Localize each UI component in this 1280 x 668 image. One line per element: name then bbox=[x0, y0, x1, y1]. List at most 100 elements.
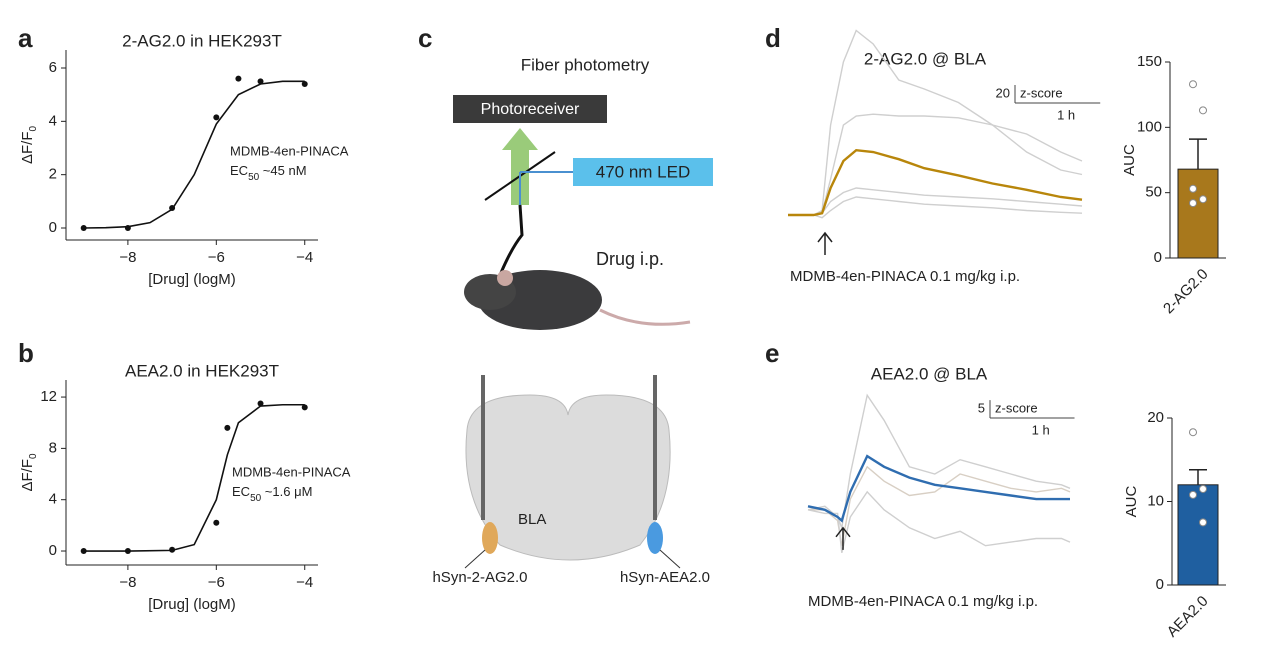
trace bbox=[788, 29, 1083, 216]
y-tick-label: 0 bbox=[49, 542, 57, 559]
y-tick-label: 2 bbox=[49, 166, 57, 183]
y-tick-label: 4 bbox=[49, 491, 57, 508]
mouse-tail bbox=[599, 308, 691, 326]
bar bbox=[1177, 168, 1219, 259]
drug-label: Drug i.p. bbox=[596, 249, 664, 269]
data-point bbox=[224, 424, 231, 431]
scale-bar-value: 5 bbox=[978, 400, 985, 415]
panel-letter: b bbox=[18, 338, 34, 368]
x-tick-label: AEA2.0 bbox=[1164, 593, 1212, 641]
annotation: EC50 ~1.6 μM bbox=[232, 484, 312, 504]
y-axis-label: ΔF/F0 bbox=[19, 453, 39, 492]
x-tick-label: −6 bbox=[208, 249, 225, 266]
x-axis-label: [Drug] (logM) bbox=[148, 596, 236, 613]
pointer bbox=[464, 549, 486, 569]
y-tick-label: 50 bbox=[1145, 184, 1162, 201]
trace bbox=[807, 454, 1070, 523]
panel-letter: d bbox=[765, 23, 781, 53]
y-axis-label-part: ΔF/F bbox=[19, 459, 36, 492]
mouse-ear bbox=[497, 270, 513, 286]
x-tick-label: −4 bbox=[296, 574, 313, 591]
data-point bbox=[213, 114, 220, 121]
data-point bbox=[1199, 106, 1207, 115]
y-axis-label: AUC bbox=[1121, 144, 1138, 176]
x-tick-label: −4 bbox=[296, 249, 313, 266]
annotation: MDMB-4en-PINACA bbox=[230, 143, 349, 158]
x-tick-label: −8 bbox=[119, 249, 136, 266]
annotation-part: 50 bbox=[250, 493, 262, 504]
data-point bbox=[301, 404, 308, 411]
y-tick-label: 0 bbox=[49, 219, 57, 236]
y-tick-label: 4 bbox=[49, 112, 57, 129]
y-tick-label: 20 bbox=[1147, 409, 1164, 426]
annotation-part: EC bbox=[232, 484, 250, 499]
annotation: MDMB-4en-PINACA 0.1 mg/kg i.p. bbox=[790, 268, 1020, 285]
annotation-part: ~1.6 μM bbox=[261, 484, 312, 499]
annotation: EC50 ~45 nM bbox=[230, 163, 307, 183]
fit-curve bbox=[83, 80, 305, 229]
y-axis-label: ΔF/F0 bbox=[19, 126, 39, 165]
chart-title: 2-AG2.0 in HEK293T bbox=[122, 31, 282, 50]
scale-bar-time: 1 h bbox=[1032, 422, 1050, 437]
annotation-part: EC bbox=[230, 163, 248, 178]
data-point bbox=[1199, 484, 1207, 493]
x-tick-label: 2-AG2.0 bbox=[1160, 266, 1212, 318]
led-box bbox=[573, 158, 713, 186]
emission-arrow bbox=[502, 128, 538, 205]
scale-bar-time: 1 h bbox=[1057, 107, 1075, 122]
data-point bbox=[1189, 199, 1197, 208]
annotation-part: ~45 nM bbox=[259, 163, 306, 178]
fit-curve bbox=[83, 403, 305, 552]
panel-c: c Fiber photometry Photoreceiver 470 nm … bbox=[418, 23, 713, 586]
virus-label: hSyn-AEA2.0 bbox=[620, 569, 710, 586]
photoreceiver-box bbox=[453, 95, 607, 123]
brain-section bbox=[465, 394, 671, 561]
y-axis-label-part: ΔF/F bbox=[19, 132, 36, 165]
y-tick-label: 100 bbox=[1137, 118, 1162, 135]
error-bar bbox=[1189, 138, 1207, 170]
injection-left bbox=[482, 522, 498, 554]
data-point bbox=[257, 400, 264, 407]
data-point bbox=[1189, 428, 1197, 437]
trace bbox=[807, 490, 1071, 553]
data-point bbox=[235, 75, 242, 82]
scale-bar-value: 20 bbox=[996, 85, 1010, 100]
injection-right bbox=[647, 522, 663, 554]
y-tick-label: 10 bbox=[1147, 492, 1164, 509]
receiver-label: Photoreceiver bbox=[481, 101, 580, 118]
data-point bbox=[1189, 490, 1197, 499]
panel-letter: c bbox=[418, 23, 432, 53]
panel-letter: a bbox=[18, 23, 33, 53]
x-tick-label: −8 bbox=[119, 574, 136, 591]
data-point bbox=[257, 78, 264, 85]
trace bbox=[788, 148, 1083, 217]
led-label: 470 nm LED bbox=[596, 162, 691, 181]
data-point bbox=[1189, 184, 1197, 193]
chart-title: 2-AG2.0 @ BLA bbox=[864, 49, 987, 68]
trace bbox=[788, 196, 1083, 219]
injection-arrow bbox=[817, 231, 833, 255]
annotation-part: 50 bbox=[248, 172, 260, 183]
chart-title: AEA2.0 in HEK293T bbox=[125, 361, 279, 380]
data-point bbox=[213, 519, 220, 526]
panel-letter: e bbox=[765, 338, 779, 368]
y-axis-label-part: 0 bbox=[28, 126, 39, 132]
bar bbox=[1177, 484, 1219, 586]
data-point bbox=[301, 81, 308, 87]
data-point bbox=[1189, 80, 1197, 89]
x-axis-label: [Drug] (logM) bbox=[148, 271, 236, 288]
diagram-title: Fiber photometry bbox=[521, 55, 650, 74]
chart-title: AEA2.0 @ BLA bbox=[871, 364, 988, 383]
region-label: BLA bbox=[518, 511, 546, 528]
virus-label: hSyn-2-AG2.0 bbox=[432, 569, 527, 586]
annotation: MDMB-4en-PINACA 0.1 mg/kg i.p. bbox=[808, 593, 1038, 610]
y-tick-label: 6 bbox=[49, 59, 57, 76]
y-axis-label: AUC bbox=[1123, 485, 1140, 517]
scale-bar-unit: z-score bbox=[1020, 85, 1063, 100]
y-tick-label: 0 bbox=[1154, 249, 1162, 266]
data-point bbox=[1199, 518, 1207, 527]
y-axis-label-part: 0 bbox=[28, 453, 39, 459]
pointer bbox=[659, 549, 681, 569]
data-point bbox=[1199, 195, 1207, 204]
